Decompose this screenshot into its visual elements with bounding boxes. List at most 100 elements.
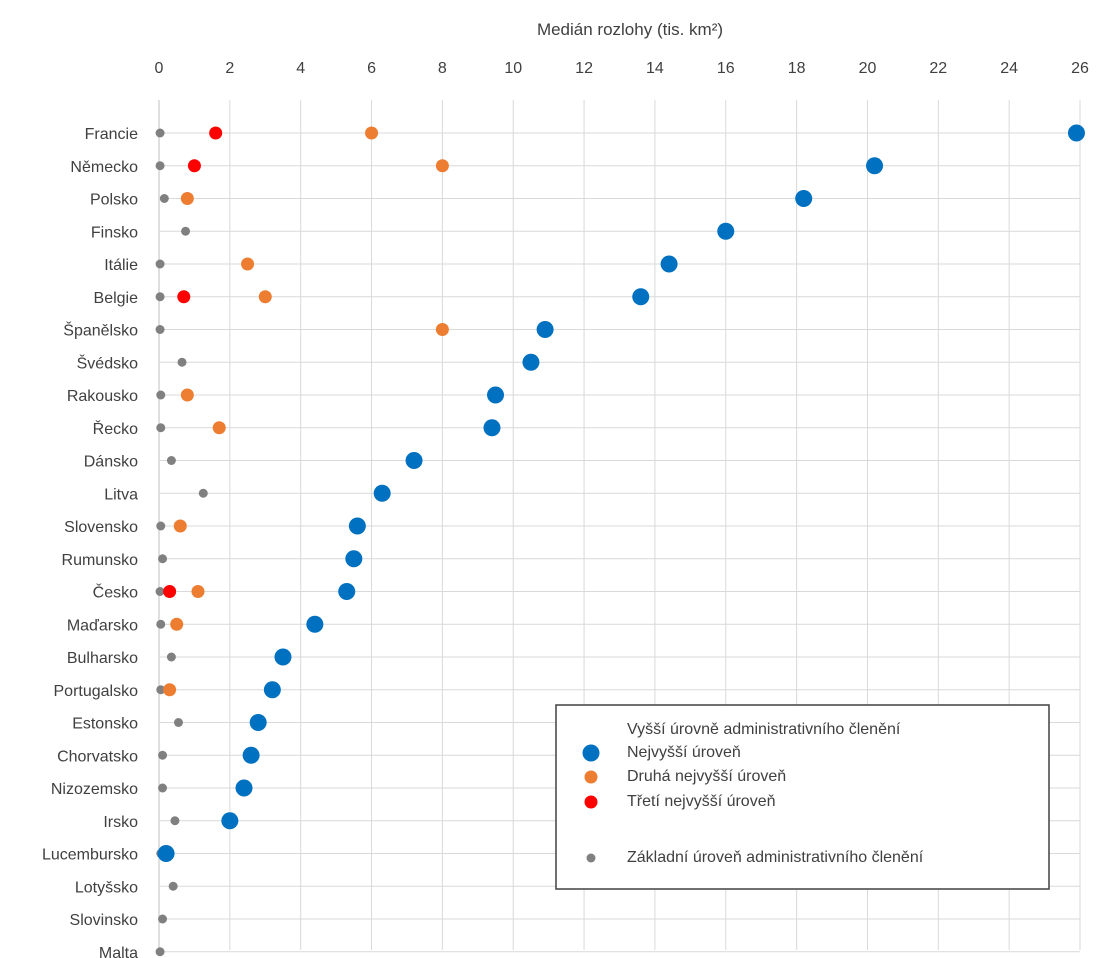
data-point (349, 518, 366, 535)
x-tick-label: 16 (717, 60, 735, 77)
data-point (177, 290, 190, 303)
data-point (436, 159, 449, 172)
category-label: Rakousko (67, 388, 138, 405)
category-label: Španělsko (63, 321, 138, 340)
data-point (163, 585, 176, 598)
legend-label: Třetí nejvyšší úroveň (627, 793, 776, 810)
data-point (169, 882, 178, 891)
data-point (632, 288, 649, 305)
data-point (156, 292, 165, 301)
x-tick-label: 22 (929, 60, 947, 77)
data-point (250, 714, 267, 731)
data-point (160, 194, 169, 203)
x-tick-label: 8 (438, 60, 447, 77)
data-point (156, 161, 165, 170)
category-label: Polsko (90, 192, 138, 209)
x-tick-label: 2 (225, 60, 234, 77)
x-tick-label: 6 (367, 60, 376, 77)
data-point (243, 747, 260, 764)
data-point (158, 784, 167, 793)
category-label: Belgie (94, 290, 139, 307)
x-tick-label: 12 (575, 60, 593, 77)
data-point (1068, 125, 1085, 142)
x-axis-title: Medián rozlohy (tis. km²) (537, 20, 723, 39)
legend: Vyšší úrovně administrativního členění N… (556, 705, 1049, 889)
category-label: Finsko (91, 224, 138, 241)
category-label: Švédsko (77, 353, 138, 372)
data-point (365, 127, 378, 140)
data-point (241, 258, 254, 271)
category-label: Portugalsko (54, 683, 139, 700)
data-point (537, 321, 554, 338)
data-point (374, 485, 391, 502)
data-point (181, 227, 190, 236)
data-point (167, 456, 176, 465)
legend-marker (587, 854, 596, 863)
data-point (181, 389, 194, 402)
category-label: Irsko (103, 814, 138, 831)
data-point (181, 192, 194, 205)
data-point (158, 751, 167, 760)
data-point (158, 915, 167, 924)
data-point (170, 816, 179, 825)
x-tick-label: 10 (504, 60, 522, 77)
legend-label: Nejvyšší úroveň (627, 744, 741, 761)
x-tick-label: 0 (155, 60, 164, 77)
data-point (259, 290, 272, 303)
data-point (158, 554, 167, 563)
x-tick-label: 18 (788, 60, 806, 77)
data-point (795, 190, 812, 207)
category-labels: Francie Německo Polsko Finsko Itálie Belgie Šp… (42, 126, 138, 958)
category-label: Malta (99, 945, 138, 958)
data-point (188, 159, 201, 172)
category-label: Chorvatsko (57, 748, 138, 765)
data-point (174, 520, 187, 533)
data-point (170, 618, 183, 631)
data-point (199, 489, 208, 498)
category-label: Bulharsko (67, 650, 138, 667)
data-point (158, 845, 175, 862)
category-label: Slovensko (64, 519, 138, 536)
category-label: Německo (70, 159, 138, 176)
data-point (236, 780, 253, 797)
legend-label: Druhá nejvyšší úroveň (627, 768, 786, 785)
legend-marker (585, 796, 598, 809)
x-tick-label: 24 (1000, 60, 1018, 77)
legend-marker (585, 771, 598, 784)
category-label: Itálie (104, 257, 138, 274)
x-tick-label: 14 (646, 60, 664, 77)
data-point (156, 947, 165, 956)
data-point (866, 157, 883, 174)
data-point (209, 127, 222, 140)
x-tick-label: 26 (1071, 60, 1089, 77)
data-point (221, 812, 238, 829)
legend-heading: Vyšší úrovně administrativního členění (627, 721, 901, 738)
category-label: Lucembursko (42, 847, 138, 864)
x-tick-label: 20 (859, 60, 877, 77)
category-label: Litva (104, 486, 138, 503)
legend-marker (583, 745, 600, 762)
x-tick-labels: 0 2 4 6 8 10 12 14 16 18 20 22 24 26 (155, 60, 1089, 77)
data-point (345, 550, 362, 567)
data-point (338, 583, 355, 600)
category-label: Řecko (93, 419, 138, 438)
data-point (213, 421, 226, 434)
data-point (306, 616, 323, 633)
data-point (178, 358, 187, 367)
data-point (156, 129, 165, 138)
data-point (406, 452, 423, 469)
data-point (156, 522, 165, 531)
data-point (436, 323, 449, 336)
data-point (264, 681, 281, 698)
data-point (274, 649, 291, 666)
data-point (163, 683, 176, 696)
data-point (156, 391, 165, 400)
data-point (174, 718, 183, 727)
data-point (661, 256, 678, 273)
data-point (156, 260, 165, 269)
data-point (717, 223, 734, 240)
x-tick-label: 4 (296, 60, 305, 77)
data-point (156, 325, 165, 334)
data-point (156, 620, 165, 629)
